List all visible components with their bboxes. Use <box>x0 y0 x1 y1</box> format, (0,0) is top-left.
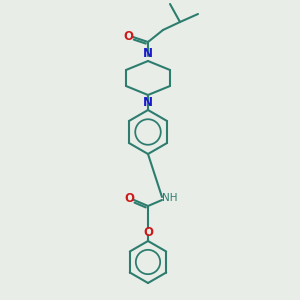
Text: O: O <box>143 226 153 238</box>
Text: O: O <box>123 29 133 43</box>
Text: O: O <box>124 193 134 206</box>
Text: N: N <box>143 96 153 109</box>
Text: NH: NH <box>162 193 178 203</box>
Text: N: N <box>143 47 153 60</box>
